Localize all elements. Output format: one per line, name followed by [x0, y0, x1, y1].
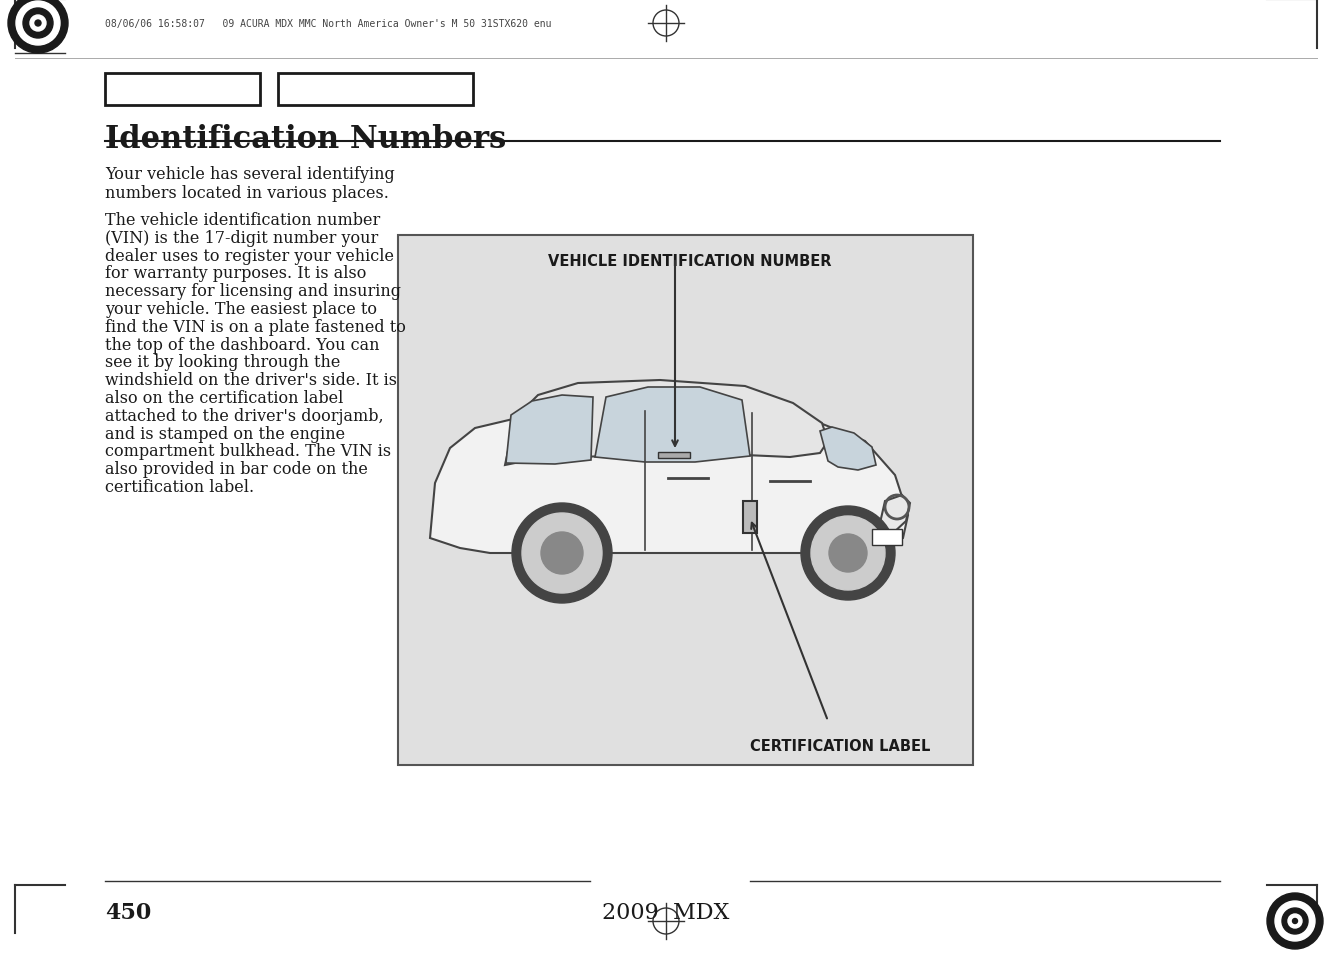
Circle shape [16, 2, 60, 46]
Polygon shape [872, 496, 910, 547]
Text: attached to the driver's doorjamb,: attached to the driver's doorjamb, [105, 407, 384, 424]
FancyBboxPatch shape [658, 453, 690, 458]
Circle shape [1267, 893, 1323, 949]
Circle shape [1281, 908, 1308, 934]
FancyBboxPatch shape [398, 235, 972, 765]
Polygon shape [505, 380, 829, 465]
Text: Your vehicle has several identifying: Your vehicle has several identifying [105, 166, 394, 183]
Text: see it by looking through the: see it by looking through the [105, 354, 341, 371]
Text: necessary for licensing and insuring: necessary for licensing and insuring [105, 283, 401, 300]
Text: compartment bulkhead. The VIN is: compartment bulkhead. The VIN is [105, 443, 392, 460]
Circle shape [522, 514, 602, 594]
FancyBboxPatch shape [872, 530, 902, 545]
Text: Identification Numbers: Identification Numbers [105, 124, 506, 154]
Text: 2009  MDX: 2009 MDX [602, 901, 730, 923]
Text: numbers located in various places.: numbers located in various places. [105, 185, 389, 202]
Text: 08/06/06 16:58:07   09 ACURA MDX MMC North America Owner's M 50 31STX620 enu: 08/06/06 16:58:07 09 ACURA MDX MMC North… [105, 19, 551, 29]
Circle shape [31, 16, 47, 32]
Text: also provided in bar code on the: also provided in bar code on the [105, 460, 368, 477]
Text: CERTIFICATION LABEL: CERTIFICATION LABEL [750, 739, 930, 753]
Text: The vehicle identification number: The vehicle identification number [105, 212, 380, 229]
Circle shape [1292, 919, 1297, 923]
Polygon shape [595, 388, 750, 462]
FancyBboxPatch shape [105, 74, 260, 106]
Text: for warranty purposes. It is also: for warranty purposes. It is also [105, 265, 366, 282]
FancyBboxPatch shape [743, 501, 757, 534]
Text: windshield on the driver's side. It is: windshield on the driver's side. It is [105, 372, 397, 389]
Circle shape [1275, 901, 1315, 941]
Text: VEHICLE IDENTIFICATION NUMBER: VEHICLE IDENTIFICATION NUMBER [549, 253, 831, 269]
Polygon shape [821, 428, 876, 471]
Text: certification label.: certification label. [105, 478, 254, 496]
Text: 450: 450 [105, 901, 152, 923]
Text: and is stamped on the engine: and is stamped on the engine [105, 425, 345, 442]
Circle shape [801, 506, 895, 600]
Text: find the VIN is on a plate fastened to: find the VIN is on a plate fastened to [105, 318, 406, 335]
Circle shape [35, 21, 41, 27]
Circle shape [811, 517, 884, 590]
Circle shape [829, 535, 867, 573]
Text: also on the certification label: also on the certification label [105, 390, 344, 407]
Text: the top of the dashboard. You can: the top of the dashboard. You can [105, 336, 380, 354]
Text: your vehicle. The easiest place to: your vehicle. The easiest place to [105, 301, 377, 317]
Circle shape [1288, 914, 1301, 928]
Polygon shape [430, 412, 908, 554]
Circle shape [541, 533, 583, 575]
Circle shape [511, 503, 611, 603]
Polygon shape [506, 395, 593, 464]
Circle shape [23, 9, 53, 39]
Circle shape [8, 0, 68, 54]
Text: dealer uses to register your vehicle: dealer uses to register your vehicle [105, 248, 394, 264]
Text: (VIN) is the 17-digit number your: (VIN) is the 17-digit number your [105, 230, 378, 247]
FancyBboxPatch shape [278, 74, 473, 106]
